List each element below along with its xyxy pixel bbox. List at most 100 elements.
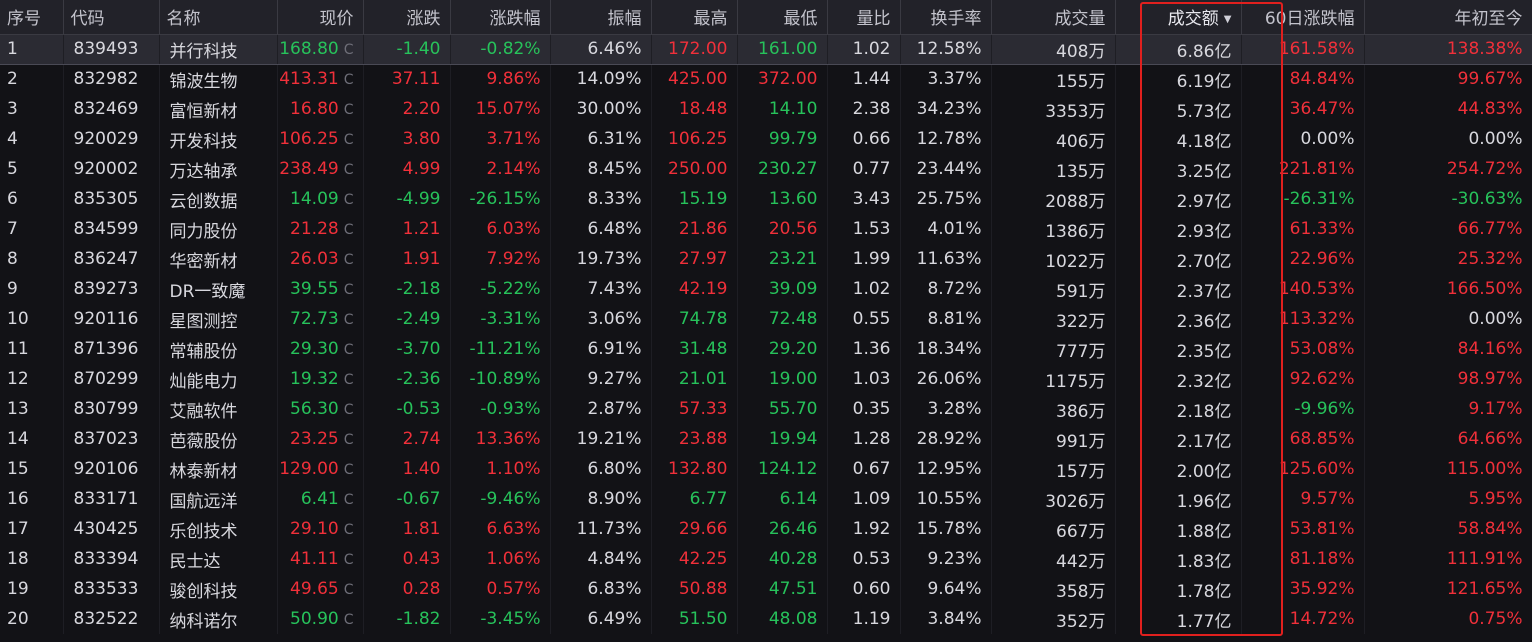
- table-row[interactable]: 12 870299 灿能电力 19.32 C -2.36 -10.89% 9.27% 21.01…: [0, 364, 1532, 394]
- stock-name: 芭薇股份: [159, 424, 278, 454]
- col-header-amplitude[interactable]: 振幅: [550, 0, 652, 35]
- price-change: -2.36: [363, 364, 451, 394]
- stock-code: 430425: [63, 514, 160, 544]
- volume-ratio: 1.19: [827, 604, 901, 634]
- change-60d: 36.47%: [1241, 94, 1365, 124]
- col-header-change-pct[interactable]: 涨跌幅: [450, 0, 551, 35]
- turnover-rate: 3.84%: [900, 604, 992, 634]
- volume-ratio: 0.66: [827, 124, 901, 154]
- table-row[interactable]: 17 430425 乐创技术 29.10 C 1.81 6.63% 11.73% 29.66 26…: [0, 514, 1532, 544]
- table-row[interactable]: 11 871396 常辅股份 29.30 C -3.70 -11.21% 6.91% 31.48…: [0, 334, 1532, 364]
- col-header-volume-ratio[interactable]: 量比: [827, 0, 901, 35]
- change-pct: 2.14%: [450, 154, 551, 184]
- change-60d: -26.31%: [1241, 184, 1365, 214]
- col-header-amount[interactable]: 成交额 ▼: [1115, 0, 1242, 35]
- turnover-amount: 6.86亿: [1115, 34, 1242, 65]
- col-header-volume[interactable]: 成交量: [991, 0, 1116, 35]
- col-header-change[interactable]: 涨跌: [363, 0, 451, 35]
- table-row[interactable]: 13 830799 艾融软件 56.30 C -0.53 -0.93% 2.87% 57.33 5…: [0, 394, 1532, 424]
- price-suffix: C: [343, 342, 354, 358]
- price-change: 2.74: [363, 424, 451, 454]
- low-price: 372.00: [737, 64, 828, 94]
- price-change: -1.40: [363, 34, 451, 65]
- change-ytd: -30.63%: [1364, 184, 1532, 214]
- table-row[interactable]: 16 833171 国航远洋 6.41 C -0.67 -9.46% 8.90% 6.77 6.1…: [0, 484, 1532, 514]
- col-header-ytd[interactable]: 年初至今: [1364, 0, 1532, 35]
- stock-name: 常辅股份: [159, 334, 278, 364]
- table-row[interactable]: 15 920106 林泰新材 129.00 C 1.40 1.10% 6.80% 132.80 1…: [0, 454, 1532, 484]
- table-row[interactable]: 6 835305 云创数据 14.09 C -4.99 -26.15% 8.33% 15.19 1…: [0, 184, 1532, 214]
- col-header-turnover[interactable]: 换手率: [900, 0, 992, 35]
- table-row[interactable]: 8 836247 华密新材 26.03 C 1.91 7.92% 19.73% 27.97 23.…: [0, 244, 1532, 274]
- volume: 352万: [991, 604, 1116, 634]
- row-no: 7: [0, 214, 64, 244]
- stock-name: 华密新材: [159, 244, 278, 274]
- turnover-amount: 2.36亿: [1115, 304, 1242, 334]
- change-pct: 3.71%: [450, 124, 551, 154]
- amplitude: 19.73%: [550, 244, 652, 274]
- table-row[interactable]: 9 839273 DR一致魔 39.55 C -2.18 -5.22% 7.43% 42.19 3…: [0, 274, 1532, 304]
- price-suffix: C: [343, 462, 354, 478]
- stock-name: 乐创技术: [159, 514, 278, 544]
- turnover-amount: 3.25亿: [1115, 154, 1242, 184]
- low-price: 39.09: [737, 274, 828, 304]
- col-header-high[interactable]: 最高: [651, 0, 738, 35]
- change-pct: 13.36%: [450, 424, 551, 454]
- table-row[interactable]: 10 920116 星图测控 72.73 C -2.49 -3.31% 3.06% 74.78 7…: [0, 304, 1532, 334]
- table-row[interactable]: 4 920029 开发科技 106.25 C 3.80 3.71% 6.31% 106.25 99…: [0, 124, 1532, 154]
- row-no: 8: [0, 244, 64, 274]
- change-ytd: 66.77%: [1364, 214, 1532, 244]
- row-no: 13: [0, 394, 64, 424]
- stock-name: 灿能电力: [159, 364, 278, 394]
- low-price: 6.14: [737, 484, 828, 514]
- amplitude: 8.90%: [550, 484, 652, 514]
- volume-ratio: 1.02: [827, 34, 901, 65]
- table-row[interactable]: 19 833533 骏创科技 49.65 C 0.28 0.57% 6.83% 50.88 47.…: [0, 574, 1532, 604]
- table-row[interactable]: 5 920002 万达轴承 238.49 C 4.99 2.14% 8.45% 250.00 23…: [0, 154, 1532, 184]
- amplitude: 4.84%: [550, 544, 652, 574]
- table-header: 序号 代码 名称 现价 涨跌 涨跌幅 振幅 最高 最低 量比 换手率 成交量 成…: [0, 0, 1532, 35]
- col-header-no[interactable]: 序号: [0, 0, 64, 35]
- stock-code: 830799: [63, 394, 160, 424]
- current-price: 6.41 C: [277, 484, 364, 514]
- col-header-low[interactable]: 最低: [737, 0, 828, 35]
- price-change: 1.40: [363, 454, 451, 484]
- stock-name: 同力股份: [159, 214, 278, 244]
- stock-code: 839493: [63, 34, 160, 65]
- table-row[interactable]: 3 832469 富恒新材 16.80 C 2.20 15.07% 30.00% 18.48 14…: [0, 94, 1532, 124]
- col-header-price[interactable]: 现价: [277, 0, 364, 35]
- change-ytd: 99.67%: [1364, 64, 1532, 94]
- current-price: 21.28 C: [277, 214, 364, 244]
- table-row[interactable]: 2 832982 锦波生物 413.31 C 37.11 9.86% 14.09% 425.00…: [0, 64, 1532, 94]
- table-row[interactable]: 7 834599 同力股份 21.28 C 1.21 6.03% 6.48% 21.86 20.5…: [0, 214, 1532, 244]
- table-row[interactable]: 18 833394 民士达 41.11 C 0.43 1.06% 4.84% 42.25 40.2…: [0, 544, 1532, 574]
- col-header-60d-change[interactable]: 60日涨跌幅: [1241, 0, 1365, 35]
- price-change: -4.99: [363, 184, 451, 214]
- table-row[interactable]: 20 832522 纳科诺尔 50.90 C -1.82 -3.45% 6.49% 51.50 4…: [0, 604, 1532, 634]
- table-row[interactable]: 1 839493 并行科技 168.80 C -1.40 -0.82% 6.46% 172.00…: [0, 34, 1532, 65]
- change-pct: -3.45%: [450, 604, 551, 634]
- turnover-amount: 2.97亿: [1115, 184, 1242, 214]
- volume: 3353万: [991, 94, 1116, 124]
- turnover-rate: 26.06%: [900, 364, 992, 394]
- col-header-code[interactable]: 代码: [63, 0, 160, 35]
- change-ytd: 0.00%: [1364, 124, 1532, 154]
- table-row[interactable]: 14 837023 芭薇股份 23.25 C 2.74 13.36% 19.21% 23.88 1…: [0, 424, 1532, 454]
- change-60d: 161.58%: [1241, 34, 1365, 65]
- turnover-rate: 18.34%: [900, 334, 992, 364]
- turnover-amount: 1.77亿: [1115, 604, 1242, 634]
- col-header-name[interactable]: 名称: [159, 0, 278, 35]
- stock-code: 832982: [63, 64, 160, 94]
- stock-name: 民士达: [159, 544, 278, 574]
- price-suffix: C: [343, 552, 354, 568]
- amplitude: 6.49%: [550, 604, 652, 634]
- turnover-rate: 9.23%: [900, 544, 992, 574]
- stock-code: 833394: [63, 544, 160, 574]
- high-price: 172.00: [651, 34, 738, 65]
- stock-code: 920002: [63, 154, 160, 184]
- price-change: -1.82: [363, 604, 451, 634]
- turnover-rate: 34.23%: [900, 94, 992, 124]
- current-price: 56.30 C: [277, 394, 364, 424]
- amplitude: 14.09%: [550, 64, 652, 94]
- stock-name: 富恒新材: [159, 94, 278, 124]
